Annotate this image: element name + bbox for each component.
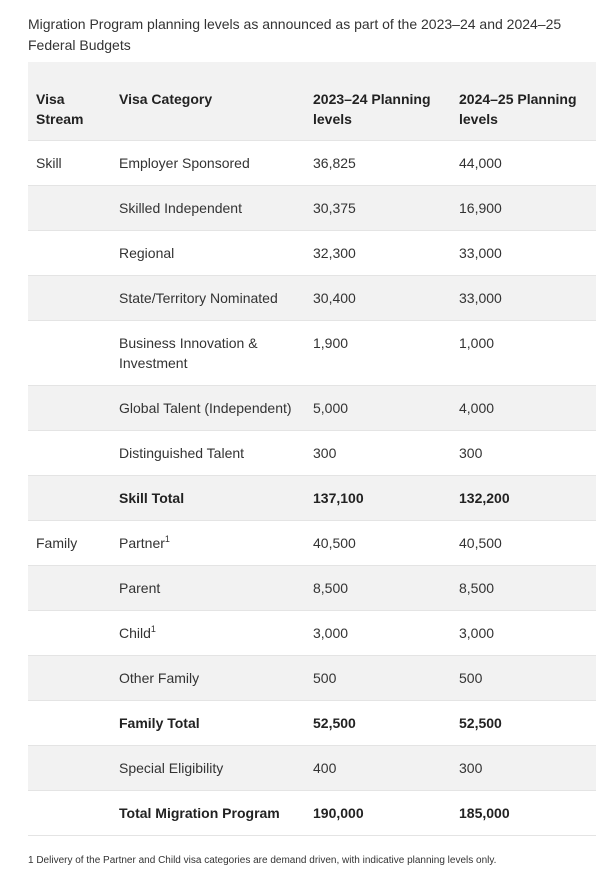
cell-2023-24: 190,000	[313, 805, 364, 821]
table-row: Skilled Independent 30,375 16,900	[28, 186, 596, 231]
cell-category: Total Migration Program	[119, 805, 280, 821]
table-row: Business Innovation & Investment 1,900 1…	[28, 321, 596, 386]
cell-category-with-note: Partner1	[111, 521, 305, 565]
cell-2024-25: 40,500	[459, 535, 502, 551]
cell-stream	[28, 386, 111, 430]
cell-2023-24: 400	[313, 760, 337, 776]
table-row: Special Eligibility 400 300	[28, 746, 596, 791]
cell-category: Other Family	[119, 670, 200, 686]
cell-stream	[28, 276, 111, 320]
cell-category: Skilled Independent	[119, 200, 242, 216]
category-text: Partner	[119, 535, 165, 551]
cell-2024-25: 33,000	[459, 245, 502, 261]
header-2024-25: 2024–25 Planning levels	[459, 91, 577, 127]
cell-2024-25: 33,000	[459, 290, 502, 306]
cell-stream: Family	[36, 535, 78, 551]
cell-2023-24: 5,000	[313, 400, 349, 416]
table-header-row: Visa Stream Visa Category 2023–24 Planni…	[28, 62, 596, 141]
table-row-skill-total: Skill Total 137,100 132,200	[28, 476, 596, 521]
cell-2023-24: 36,825	[313, 155, 356, 171]
cell-2024-25: 300	[459, 760, 483, 776]
cell-category: Employer Sponsored	[119, 155, 250, 171]
cell-2023-24: 40,500	[313, 535, 356, 551]
cell-2024-25: 16,900	[459, 200, 502, 216]
cell-2024-25: 500	[459, 670, 483, 686]
cell-2023-24: 52,500	[313, 715, 356, 731]
cell-stream	[28, 186, 111, 230]
table-row: Child1 3,000 3,000	[28, 611, 596, 656]
cell-2023-24: 30,400	[313, 290, 356, 306]
cell-2024-25: 300	[459, 445, 483, 461]
table-row: Family Partner1 40,500 40,500	[28, 521, 596, 566]
cell-category: Distinguished Talent	[119, 445, 245, 461]
table-caption: Migration Program planning levels as ann…	[28, 16, 562, 53]
planning-levels-table: Visa Stream Visa Category 2023–24 Planni…	[28, 62, 596, 836]
footnote-marker: 1	[150, 624, 156, 634]
cell-2023-24: 30,375	[313, 200, 356, 216]
cell-category: Regional	[119, 245, 175, 261]
table-row: Skill Employer Sponsored 36,825 44,000	[28, 141, 596, 186]
cell-2024-25: 4,000	[459, 400, 495, 416]
table-row: Distinguished Talent 300 300	[28, 431, 596, 476]
cell-2023-24: 137,100	[313, 490, 364, 506]
cell-2023-24: 32,300	[313, 245, 356, 261]
cell-stream: Skill	[36, 155, 62, 171]
table-row-family-total: Family Total 52,500 52,500	[28, 701, 596, 746]
cell-category: State/Territory Nominated	[119, 290, 278, 306]
cell-2023-24: 300	[313, 445, 337, 461]
cell-2024-25: 1,000	[459, 335, 495, 351]
header-2023-24: 2023–24 Planning levels	[313, 91, 431, 127]
cell-stream	[28, 231, 111, 275]
cell-2023-24: 1,900	[313, 335, 349, 351]
header-visa-stream: Visa Stream	[36, 91, 84, 127]
cell-2024-25: 3,000	[459, 625, 495, 641]
cell-stream	[28, 566, 111, 610]
cell-2023-24: 3,000	[313, 625, 349, 641]
table-row: Regional 32,300 33,000	[28, 231, 596, 276]
cell-2024-25: 44,000	[459, 155, 502, 171]
cell-2024-25: 52,500	[459, 715, 502, 731]
cell-category: Parent	[119, 580, 161, 596]
cell-2023-24: 500	[313, 670, 337, 686]
table-row-total-migration: Total Migration Program 190,000 185,000	[28, 791, 596, 836]
header-visa-category: Visa Category	[119, 91, 213, 107]
table-footnote: 1 Delivery of the Partner and Child visa…	[28, 855, 497, 866]
cell-stream	[28, 476, 111, 520]
cell-stream	[28, 746, 111, 790]
cell-2024-25: 132,200	[459, 490, 510, 506]
cell-stream	[28, 656, 111, 700]
table-row: Global Talent (Independent) 5,000 4,000	[28, 386, 596, 431]
category-text: Child	[119, 625, 151, 641]
cell-category: Family Total	[119, 715, 200, 731]
cell-category: Special Eligibility	[119, 760, 224, 776]
footnote-marker: 1	[164, 534, 170, 544]
cell-2024-25: 8,500	[459, 580, 495, 596]
table-row: State/Territory Nominated 30,400 33,000	[28, 276, 596, 321]
table-row: Parent 8,500 8,500	[28, 566, 596, 611]
cell-stream	[28, 791, 111, 835]
cell-category: Business Innovation & Investment	[119, 335, 258, 371]
cell-category-with-note: Child1	[111, 611, 305, 655]
cell-category: Global Talent (Independent)	[119, 400, 292, 416]
table-row: Other Family 500 500	[28, 656, 596, 701]
cell-2023-24: 8,500	[313, 580, 349, 596]
cell-stream	[28, 431, 111, 475]
cell-category: Skill Total	[119, 490, 185, 506]
cell-2024-25: 185,000	[459, 805, 510, 821]
cell-stream	[28, 701, 111, 745]
cell-stream	[28, 611, 111, 655]
cell-stream	[28, 321, 111, 385]
